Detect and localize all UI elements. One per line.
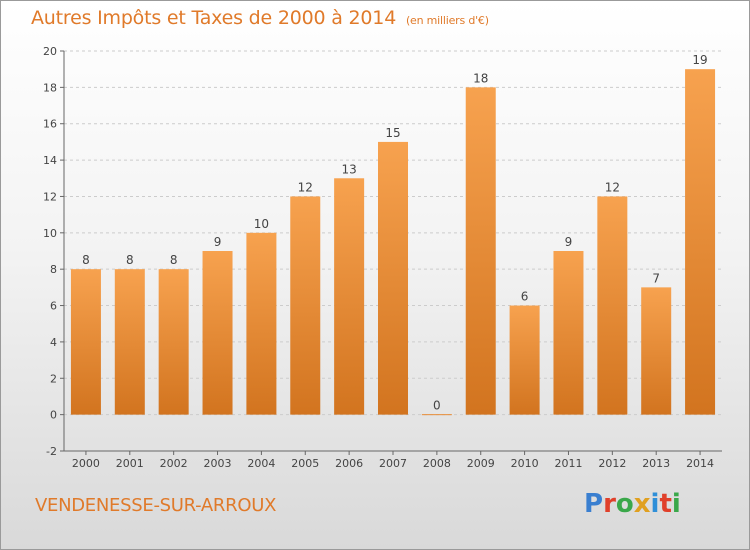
x-tick-label: 2014 — [686, 457, 714, 470]
bar-value-label: 10 — [254, 217, 269, 231]
bar-value-label: 12 — [298, 180, 313, 194]
axes: -2 0 2 4 6 8 10 12 14 16 18 20 2000 2001 2002 2003 2004 2… — [43, 45, 722, 470]
x-tick-label: 2007 — [379, 457, 407, 470]
bar-value-label: 18 — [473, 71, 488, 85]
y-tick-label: 2 — [50, 372, 57, 385]
x-tick-label: 2004 — [247, 457, 275, 470]
bar — [114, 269, 145, 415]
x-tick-label: 2013 — [642, 457, 670, 470]
x-tick-label: 2001 — [116, 457, 144, 470]
logo-letter: r — [603, 489, 616, 519]
bar — [685, 69, 716, 415]
bar — [421, 414, 452, 416]
logo-letter: i — [671, 489, 681, 519]
bar-value-label: 12 — [605, 180, 620, 194]
bar-value-label: 0 — [433, 399, 441, 413]
logo-letter: t — [659, 489, 672, 519]
x-tick-label: 2012 — [598, 457, 626, 470]
bar-value-label: 9 — [565, 235, 573, 249]
chart-subtitle: (en milliers d'€) — [405, 14, 489, 27]
y-tick-label: 16 — [43, 118, 57, 131]
x-tick-label: 2009 — [467, 457, 495, 470]
x-tick-label: 2002 — [160, 457, 188, 470]
proxiti-logo: Proxiti — [584, 489, 681, 519]
x-tick-label: 2003 — [204, 457, 232, 470]
y-tick-label: 14 — [43, 154, 57, 167]
bar — [465, 87, 496, 415]
y-tick-label: 18 — [43, 81, 57, 94]
bar-value-label: 19 — [692, 53, 707, 67]
chart-title-text: Autres Impôts et Taxes de 2000 à 2014 — [31, 7, 397, 29]
bar — [246, 232, 277, 415]
bar-value-label: 6 — [521, 290, 529, 304]
y-tick-label: -2 — [46, 445, 57, 458]
logo-letter: i — [650, 489, 660, 519]
x-tick-label: 2011 — [554, 457, 582, 470]
bar — [202, 251, 233, 415]
x-tick-label: 2006 — [335, 457, 363, 470]
bar-value-label: 7 — [652, 271, 660, 285]
y-tick-label: 8 — [50, 263, 57, 276]
bar-value-label: 13 — [341, 162, 356, 176]
y-tick-label: 0 — [50, 409, 57, 422]
bar — [509, 305, 540, 415]
bar — [158, 269, 189, 415]
bars — [70, 69, 716, 416]
bar — [553, 251, 584, 415]
chart-title: Autres Impôts et Taxes de 2000 à 2014 (e… — [31, 7, 489, 29]
bar-value-label: 15 — [385, 126, 400, 140]
y-tick-label: 4 — [50, 336, 57, 349]
x-tick-label: 2005 — [291, 457, 319, 470]
y-tick-label: 20 — [43, 45, 57, 58]
bar — [334, 178, 365, 415]
x-tick-label: 2010 — [511, 457, 539, 470]
bar — [290, 196, 321, 415]
y-tick-label: 6 — [50, 300, 57, 313]
place-name: VENDENESSE-SUR-ARROUX — [35, 495, 277, 516]
bar — [70, 269, 101, 415]
bar-value-label: 8 — [126, 253, 134, 267]
bar-value-label: 9 — [214, 235, 222, 249]
bar — [597, 196, 628, 415]
logo-letter: P — [584, 489, 604, 519]
bar-value-label: 8 — [82, 253, 90, 267]
x-tick-label: 2008 — [423, 457, 451, 470]
x-tick-label: 2000 — [72, 457, 100, 470]
bar — [378, 141, 408, 415]
value-labels: 8 8 8 9 10 12 13 15 0 18 6 9 12 7 19 — [82, 53, 708, 412]
bar — [641, 287, 672, 415]
logo-letter: x — [633, 489, 651, 519]
y-tick-label: 10 — [43, 227, 57, 240]
y-tick-label: 12 — [43, 190, 57, 203]
bar-value-label: 8 — [170, 253, 178, 267]
logo-letter: o — [615, 489, 634, 519]
